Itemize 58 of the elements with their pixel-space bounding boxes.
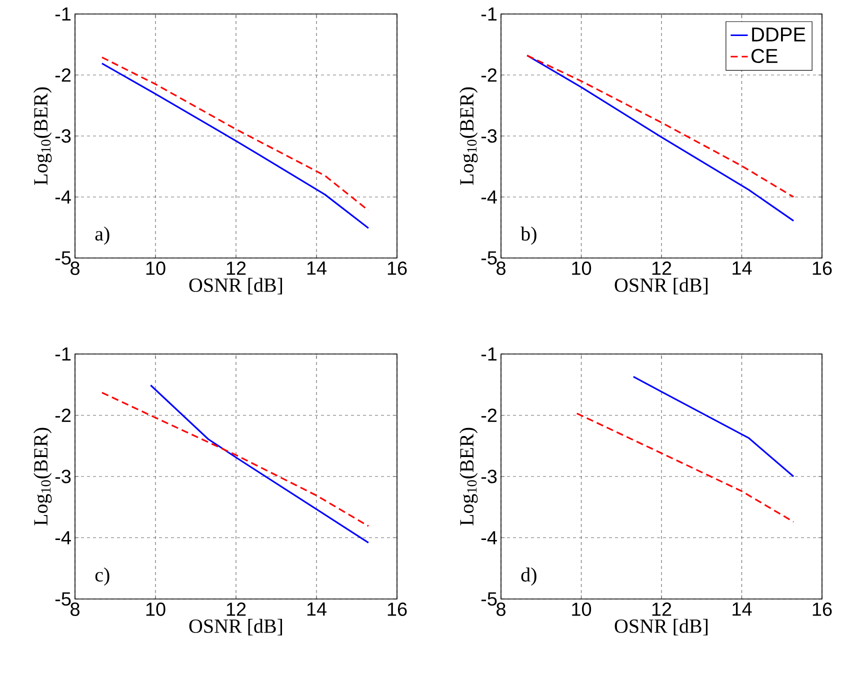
y-tick-label: -1: [481, 7, 497, 21]
x-tick-label: 8: [496, 262, 506, 275]
x-axis-title: OSNR [dB]: [614, 278, 708, 294]
y-tick-label: -2: [481, 408, 497, 422]
x-tick-label: 14: [307, 262, 327, 275]
x-tick-label: 10: [572, 602, 592, 616]
x-tick-label: 8: [70, 262, 80, 275]
x-tick-label: 12: [226, 262, 246, 275]
x-tick-label: 12: [652, 262, 672, 275]
y-tick-label: -4: [55, 190, 71, 204]
x-tick-label: 14: [307, 602, 327, 616]
x-tick-label: 8: [496, 602, 506, 616]
x-axis-title: OSNR [dB]: [189, 618, 282, 636]
y-tick-label: -2: [55, 408, 71, 422]
y-axis-title: Log$_{10}$(BER): [460, 87, 478, 185]
y-tick-label: -3: [55, 470, 71, 484]
line-series: [150, 384, 370, 544]
x-axis-title: OSNR [dB]: [189, 278, 282, 294]
annotation: d): [521, 568, 536, 586]
x-tick-label: 16: [388, 262, 407, 275]
line-series: [576, 412, 794, 523]
y-tick-label: -2: [55, 68, 71, 82]
y-tick-label: -3: [55, 129, 71, 143]
x-tick-label: 16: [388, 602, 407, 616]
annotation: a): [95, 226, 110, 245]
y-axis-title: Log$_{10}$(BER): [460, 428, 478, 526]
y-tick-label: -5: [481, 251, 497, 265]
x-axis-title: OSNR [dB]: [614, 618, 708, 636]
y-tick-label: -1: [55, 347, 71, 361]
x-tick-label: 12: [226, 602, 246, 616]
x-tick-label: 16: [812, 602, 832, 616]
y-tick-label: -2: [481, 68, 497, 82]
x-tick-label: 14: [732, 262, 752, 275]
y-tick-label: -4: [55, 531, 71, 544]
x-tick-label: 14: [732, 602, 752, 616]
annotation: b): [520, 226, 536, 245]
x-tick-label: 16: [812, 262, 832, 275]
y-tick-label: -1: [481, 347, 497, 361]
x-tick-label: 10: [146, 602, 166, 616]
line-series: [632, 376, 794, 478]
x-tick-label: 8: [70, 602, 80, 616]
y-tick-label: -5: [481, 592, 497, 606]
x-tick-label: 10: [146, 262, 166, 275]
y-axis-title: Log$_{10}$(BER): [34, 87, 52, 185]
y-tick-label: -5: [55, 251, 71, 265]
y-tick-label: -1: [55, 7, 71, 21]
y-tick-label: -4: [481, 531, 497, 544]
y-tick-label: -3: [481, 129, 497, 143]
annotation: c): [95, 568, 110, 586]
y-tick-label: -5: [55, 592, 71, 606]
x-tick-label: 12: [652, 602, 672, 616]
y-tick-label: -3: [481, 470, 497, 484]
line-series: [101, 392, 370, 527]
y-tick-label: -4: [481, 190, 497, 204]
y-axis-title: Log$_{10}$(BER): [34, 428, 52, 526]
legend-label: DDPE: [752, 28, 806, 42]
legend-label: CE: [752, 48, 778, 64]
x-tick-label: 10: [572, 262, 592, 275]
